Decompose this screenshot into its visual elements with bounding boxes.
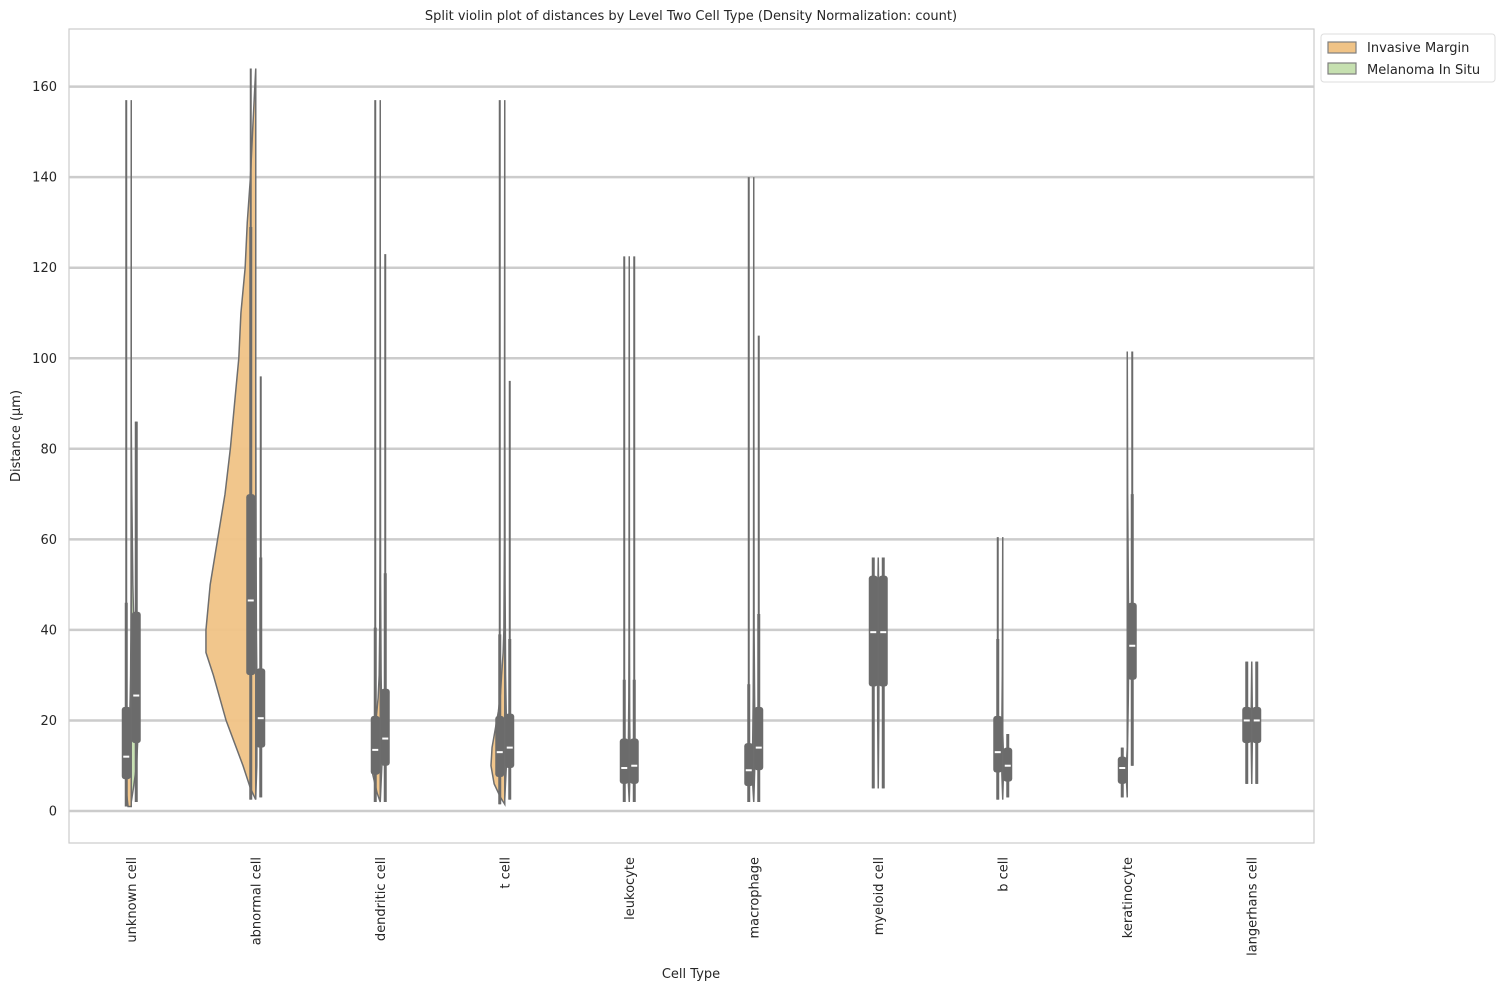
y-tick-label-0: 0	[49, 805, 57, 820]
violin-dendritic-cell	[370, 100, 390, 803]
iqr-box-melanoma-in-situ-dendritic-cell	[380, 688, 390, 766]
iqr-box-melanoma-in-situ-leukocyte	[629, 738, 639, 784]
violin-b-cell	[993, 537, 1013, 800]
x-ticks: unknown cell abnormal cell dendritic cell t…	[125, 857, 1261, 956]
legend-label-melanoma-in-situ: Melanoma In Situ	[1367, 63, 1480, 78]
iqr-box-invasive-margin-abnormal-cell	[246, 494, 256, 676]
x-tick-label-macrophage: macrophage	[747, 857, 762, 939]
legend-swatch-melanoma-in-situ	[1327, 62, 1357, 75]
x-axis-label: Cell Type	[662, 967, 720, 982]
x-tick-label-myeloid-cell: myeloid cell	[872, 857, 887, 935]
violin-unknown-cell	[121, 100, 141, 808]
y-grid	[69, 85, 1314, 813]
violin-half-melanoma-in-situ-macrophage	[753, 335, 756, 802]
violin-half-invasive-margin-abnormal-cell	[205, 68, 257, 800]
violin-myeloid-cell	[868, 557, 888, 789]
iqr-box-melanoma-in-situ-t-cell	[505, 713, 515, 768]
iqr-box-invasive-margin-dendritic-cell	[370, 715, 380, 775]
y-tick-label-60: 60	[40, 533, 57, 548]
iqr-box-melanoma-in-situ-myeloid-cell	[878, 575, 888, 687]
plot-frame	[68, 28, 1315, 844]
y-tick-label-80: 80	[40, 442, 57, 457]
y-tick-label-140: 140	[32, 171, 57, 186]
iqr-box-melanoma-in-situ-langerhans-cell	[1252, 706, 1262, 744]
legend-box	[1320, 33, 1496, 83]
violin-keratinocyte	[1117, 351, 1137, 798]
y-tick-label-40: 40	[40, 623, 57, 638]
legend: Invasive Margin Melanoma In Situ	[1320, 33, 1496, 83]
violin-half-melanoma-in-situ-leukocyte	[628, 256, 631, 802]
x-tick-label-keratinocyte: keratinocyte	[1121, 857, 1136, 938]
x-tick-label-langerhans-cell: langerhans cell	[1245, 857, 1260, 956]
violin-leukocyte	[619, 256, 639, 802]
iqr-box-invasive-margin-langerhans-cell	[1242, 706, 1252, 744]
violin-abnormal-cell	[205, 68, 266, 800]
x-tick-label-t-cell: t cell	[498, 857, 513, 889]
iqr-box-invasive-margin-t-cell	[495, 715, 505, 778]
y-ticks: 0 20 40 60 80 100 120 140 160	[32, 80, 57, 819]
y-tick-label-20: 20	[40, 714, 57, 729]
iqr-box-invasive-margin-b-cell	[993, 715, 1003, 773]
violin-macrophage	[744, 177, 764, 802]
iqr-box-melanoma-in-situ-macrophage	[754, 706, 764, 771]
x-tick-label-leukocyte: leukocyte	[623, 857, 638, 920]
violin-groups	[121, 68, 1262, 808]
iqr-box-melanoma-in-situ-unknown-cell	[131, 611, 141, 744]
x-tick-label-b-cell: b cell	[996, 857, 1011, 892]
x-tick-label-abnormal-cell: abnormal cell	[249, 857, 264, 945]
iqr-box-invasive-margin-keratinocyte	[1117, 756, 1127, 784]
iqr-box-invasive-margin-unknown-cell	[121, 706, 131, 780]
legend-swatch-invasive-margin	[1327, 41, 1357, 54]
iqr-box-melanoma-in-situ-keratinocyte	[1127, 602, 1137, 680]
iqr-box-melanoma-in-situ-abnormal-cell	[256, 668, 266, 748]
iqr-box-invasive-margin-leukocyte	[619, 738, 629, 784]
iqr-box-melanoma-in-situ-b-cell	[1003, 747, 1013, 782]
y-tick-label-100: 100	[32, 352, 57, 367]
x-tick-label-dendritic-cell: dendritic cell	[374, 857, 389, 941]
violin-langerhans-cell	[1242, 661, 1262, 784]
x-tick-label-unknown-cell: unknown cell	[125, 857, 140, 943]
iqr-box-invasive-margin-macrophage	[744, 743, 754, 787]
violin-half-melanoma-in-situ-t-cell	[504, 380, 508, 800]
y-tick-label-120: 120	[32, 261, 57, 276]
y-axis-label: Distance (µm)	[9, 390, 24, 482]
y-tick-label-160: 160	[32, 80, 57, 95]
chart-title: Split violin plot of distances by Level …	[425, 9, 957, 24]
violin-t-cell	[490, 100, 515, 807]
iqr-box-invasive-margin-myeloid-cell	[868, 575, 878, 687]
legend-label-invasive-margin: Invasive Margin	[1367, 41, 1469, 56]
